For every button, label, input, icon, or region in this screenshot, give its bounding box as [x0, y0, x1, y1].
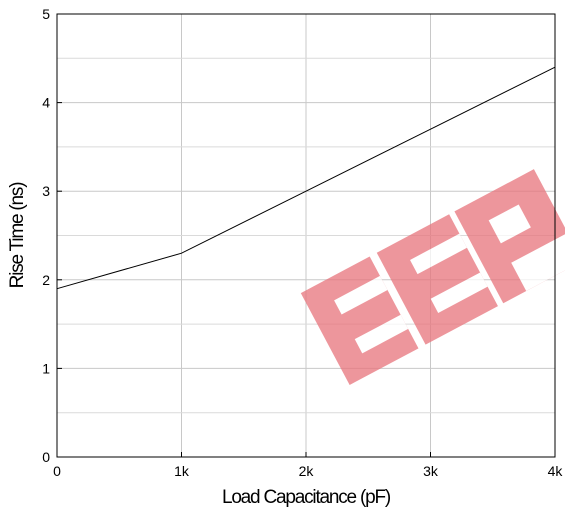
y-tick-label: 5	[42, 6, 50, 22]
x-tick-label: 3k	[423, 463, 439, 479]
watermark-logo	[301, 169, 565, 385]
y-tick-label: 3	[42, 183, 50, 199]
x-tick-label: 1k	[174, 463, 190, 479]
y-tick-labels: 0 1 2 3 4 5	[42, 6, 50, 465]
y-axis-title: Rise Time (ns)	[7, 182, 28, 289]
x-tick-labels: 0 1k 2k 3k 4k	[53, 463, 563, 479]
x-tick-label: 4k	[548, 463, 564, 479]
y-tick-label: 2	[42, 272, 50, 288]
x-axis-title: Load Capacitance (pF)	[222, 487, 391, 508]
y-tick-label: 4	[42, 95, 50, 111]
watermark-shape	[301, 169, 565, 385]
x-tick-label: 2k	[299, 463, 315, 479]
y-tick-label: 1	[42, 360, 50, 376]
y-tick-label: 0	[42, 449, 50, 465]
x-tick-label: 0	[53, 463, 61, 479]
